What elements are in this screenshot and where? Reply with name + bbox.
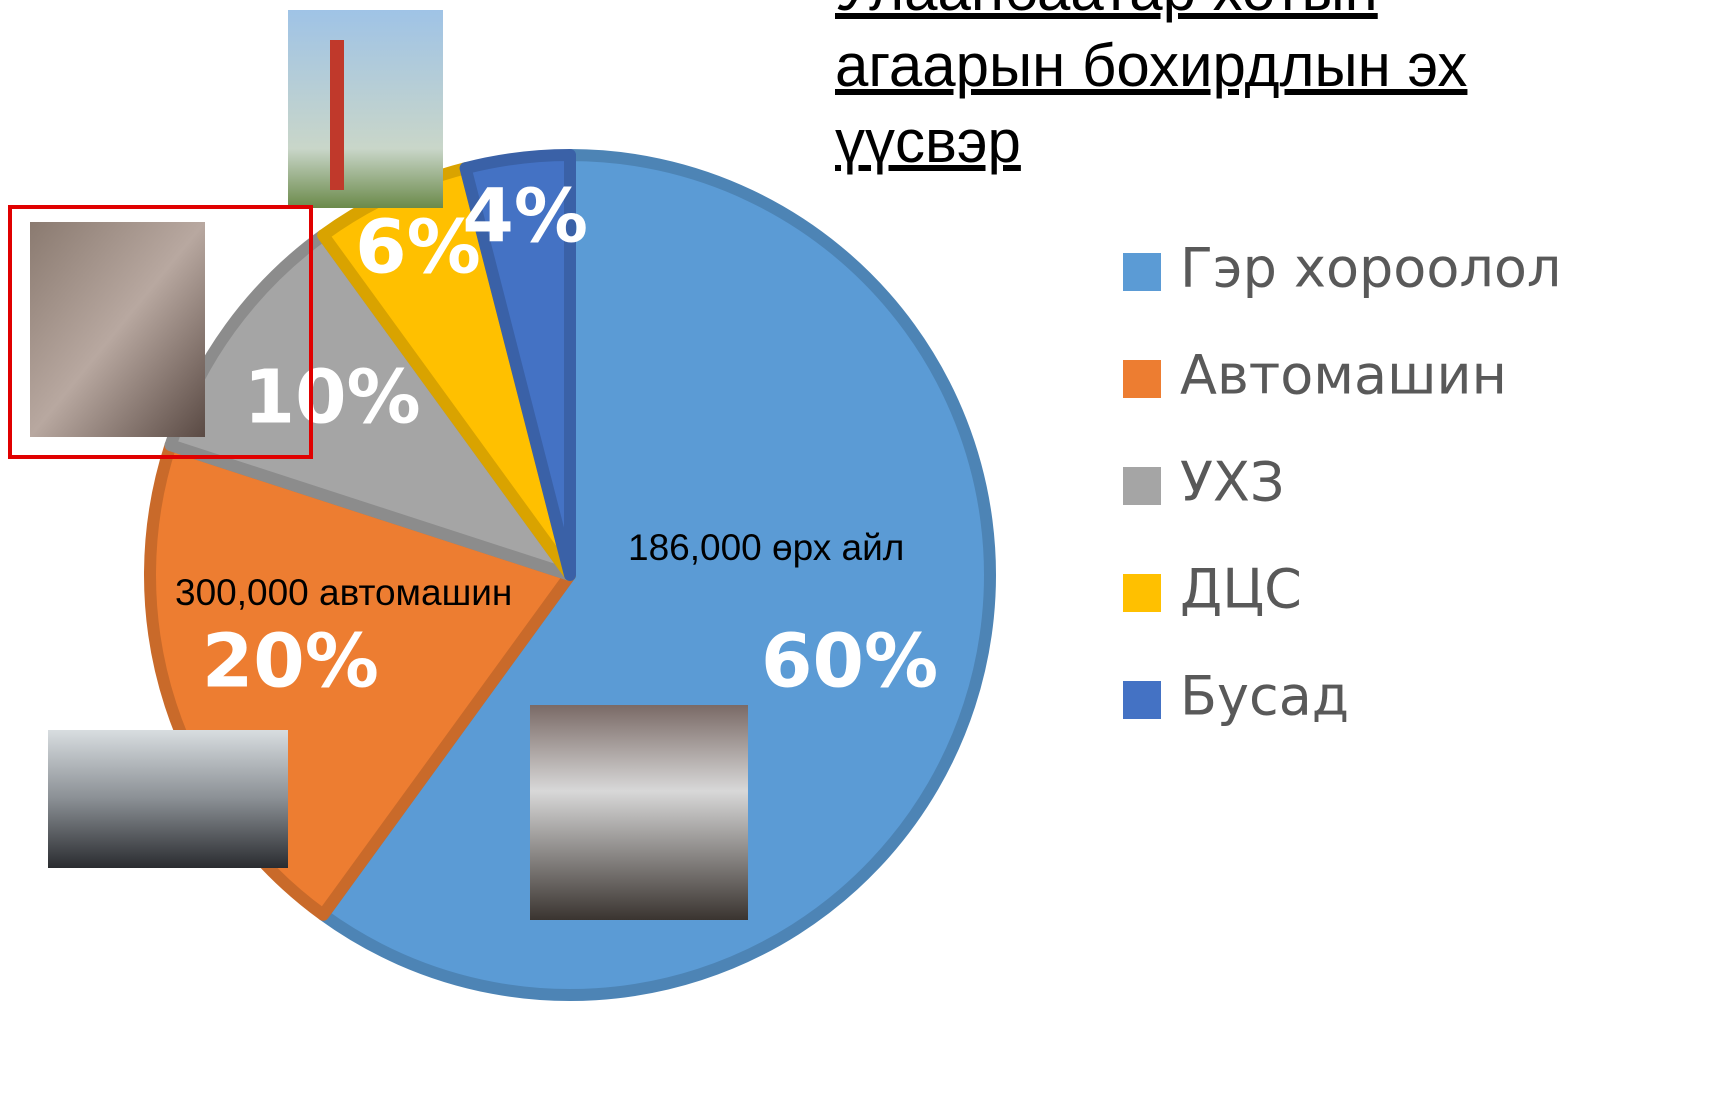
legend-label: УХЗ [1180, 451, 1285, 514]
legend-swatch [1123, 574, 1161, 612]
photo-cars [48, 730, 288, 868]
photo-boiler [30, 222, 205, 437]
legend: Гэр хороолол Автомашин УХЗ ДЦС Бусад [1123, 237, 1561, 728]
chimney [330, 40, 344, 190]
legend-label: Гэр хороолол [1180, 237, 1561, 300]
photo-power-plant [288, 10, 443, 208]
chart-title: Улаанбаатар хотын агаарын бохирдлын эх ү… [835, 0, 1575, 180]
page: {"chart_data": {"type": "pie", "title": … [0, 0, 1735, 1102]
legend-label: Бусад [1180, 665, 1349, 728]
annotation: 300,000 автомашин [175, 572, 512, 613]
data-label: 60% [761, 618, 938, 704]
annotation: 186,000 өрх айл [628, 527, 904, 568]
photo-stove-smoke [530, 705, 748, 920]
data-label: 10% [244, 355, 421, 441]
data-label: 4% [462, 173, 588, 259]
data-label: 20% [202, 618, 379, 704]
legend-label: ДЦС [1180, 558, 1302, 621]
legend-swatch [1123, 467, 1161, 505]
legend-label: Автомашин [1180, 344, 1507, 407]
legend-swatch [1123, 681, 1161, 719]
legend-swatch [1123, 253, 1161, 291]
legend-swatch [1123, 360, 1161, 398]
